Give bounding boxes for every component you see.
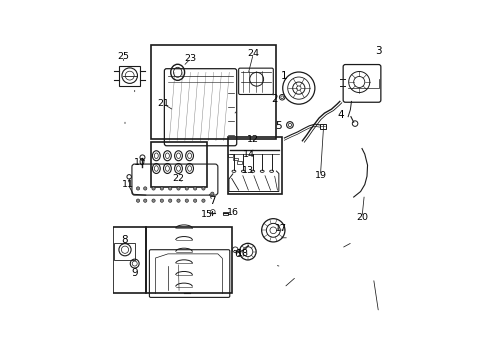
Text: 21: 21	[157, 99, 169, 108]
Text: 22: 22	[172, 174, 185, 183]
Text: 4: 4	[338, 110, 344, 120]
Text: 2: 2	[271, 94, 278, 104]
Text: 3: 3	[375, 46, 382, 56]
Text: 8: 8	[122, 235, 128, 245]
Bar	[233, 158, 238, 161]
Circle shape	[185, 187, 189, 190]
Bar	[113, 227, 147, 293]
Text: 20: 20	[356, 213, 368, 222]
Circle shape	[177, 199, 180, 202]
Text: 5: 5	[275, 121, 282, 131]
Text: 9: 9	[131, 268, 138, 278]
Circle shape	[169, 187, 172, 190]
Circle shape	[136, 199, 140, 202]
Circle shape	[152, 187, 155, 190]
Bar	[147, 227, 232, 293]
Circle shape	[202, 187, 205, 190]
Bar	[227, 137, 282, 194]
Text: 14: 14	[243, 150, 255, 158]
Circle shape	[152, 199, 155, 202]
Text: 16: 16	[227, 208, 239, 217]
Text: 11: 11	[122, 180, 134, 189]
Circle shape	[144, 199, 147, 202]
Circle shape	[177, 187, 180, 190]
Circle shape	[160, 199, 164, 202]
Text: 13: 13	[242, 166, 254, 175]
Circle shape	[194, 187, 197, 190]
Circle shape	[136, 187, 140, 190]
Bar	[237, 161, 242, 164]
Text: 24: 24	[247, 49, 259, 58]
Text: 17: 17	[275, 224, 287, 233]
Bar	[114, 243, 135, 260]
Text: 23: 23	[185, 54, 197, 63]
Text: 10: 10	[134, 158, 146, 167]
Bar	[320, 123, 326, 129]
Text: 15: 15	[201, 210, 213, 219]
Circle shape	[144, 187, 147, 190]
Circle shape	[185, 199, 189, 202]
Circle shape	[160, 187, 164, 190]
Bar	[151, 45, 276, 139]
Text: 25: 25	[118, 52, 130, 61]
Text: 1: 1	[280, 71, 287, 81]
Text: 12: 12	[247, 135, 259, 144]
Text: 7: 7	[209, 196, 216, 206]
Circle shape	[169, 199, 172, 202]
Bar	[151, 143, 207, 187]
Bar	[228, 154, 233, 157]
Text: 18: 18	[237, 249, 249, 258]
Bar	[119, 66, 140, 86]
Bar	[223, 212, 227, 215]
Text: 6: 6	[234, 249, 241, 259]
Circle shape	[211, 192, 214, 195]
Text: 19: 19	[315, 171, 326, 180]
Circle shape	[202, 199, 205, 202]
Circle shape	[194, 199, 197, 202]
